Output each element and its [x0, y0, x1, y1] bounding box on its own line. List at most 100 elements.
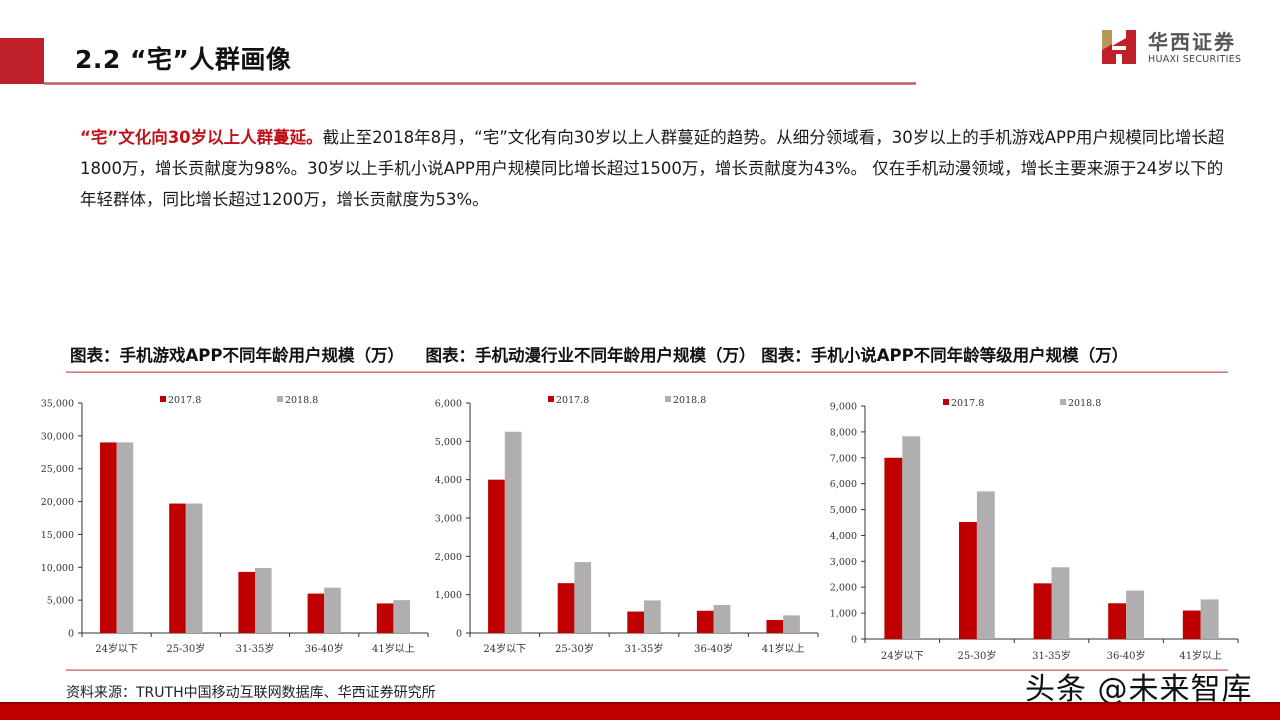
chart-title-comics: 图表：手机动漫行业不同年龄用户规模（万）	[425, 346, 756, 365]
bar-2018.8	[644, 600, 661, 633]
legend-label: 2018.8	[285, 395, 318, 406]
x-category-label: 31-35岁	[236, 642, 275, 655]
y-tick-label: 6,000	[830, 479, 857, 490]
y-tick-label: 4,000	[830, 531, 857, 542]
x-category-label: 24岁以下	[483, 642, 526, 655]
x-category-label: 41岁以上	[1179, 649, 1222, 662]
summary-paragraph: “宅”文化向30岁以上人群蔓延。截止至2018年8月，“宅”文化有向30岁以上人…	[80, 122, 1230, 215]
legend-swatch	[548, 396, 554, 402]
bar-2018.8	[393, 600, 411, 633]
y-tick-label: 10,000	[41, 563, 74, 574]
logo-name-en: HUAXI SECURITIES	[1148, 54, 1242, 65]
bar-2018.8	[185, 503, 203, 633]
bar-2017.8	[99, 442, 117, 633]
legend-label: 2017.8	[951, 398, 984, 409]
bar-2017.8	[627, 611, 644, 633]
y-tick-label: 3,000	[435, 514, 462, 525]
x-category-label: 31-35岁	[1032, 649, 1071, 662]
y-tick-label: 5,000	[435, 437, 462, 448]
bar-2017.8	[169, 503, 186, 633]
legend-label: 2017.8	[168, 395, 201, 406]
source-divider	[66, 669, 1228, 671]
y-tick-label: 1,000	[435, 590, 462, 601]
x-category-label: 41岁以上	[762, 642, 805, 655]
x-category-label: 36-40岁	[305, 642, 344, 655]
bar-2017.8	[696, 610, 714, 633]
bar-2017.8	[238, 571, 255, 633]
bar-2018.8	[116, 442, 134, 633]
footer-bar	[0, 702, 1280, 720]
legend-label: 2018.8	[673, 395, 706, 406]
legend-swatch	[665, 396, 671, 402]
title-divider	[44, 82, 916, 85]
legend-swatch	[1060, 399, 1066, 405]
y-tick-label: 1,000	[830, 609, 857, 620]
huaxi-h-logo-icon	[1102, 30, 1136, 64]
bar-2017.8	[1182, 610, 1201, 639]
bar-2018.8	[324, 587, 341, 633]
x-category-label: 25-30岁	[555, 642, 594, 655]
company-logo: 华西证券 HUAXI SECURITIES	[1100, 26, 1260, 70]
y-tick-label: 20,000	[41, 497, 74, 508]
summary-body: 截止至2018年8月，“宅”文化有向30岁以上人群蔓延的趋势。从细分领域看，30…	[80, 128, 1225, 209]
y-tick-label: 8,000	[830, 427, 857, 438]
chart-games-users: 0 5,000 10,000 15,000 20,000 25,000 30,000 35,0…	[40, 390, 430, 660]
bar-2018.8	[1126, 590, 1145, 639]
bar-2017.8	[766, 619, 784, 633]
bar-2017.8	[307, 593, 325, 633]
x-category-label: 41岁以上	[372, 642, 415, 655]
bar-2017.8	[1108, 603, 1127, 639]
bar-2017.8	[1033, 583, 1052, 639]
chart-titles-row: 图表：手机游戏APP不同年龄用户规模（万） 图表：手机动漫行业不同年龄用户规模（…	[70, 342, 1128, 366]
x-category-label: 36-40岁	[1107, 649, 1146, 662]
chart-title-divider	[66, 371, 1228, 373]
bar-2017.8	[488, 479, 505, 633]
bar-2018.8	[1200, 599, 1219, 639]
legend-swatch	[943, 399, 949, 405]
y-tick-label: 2,000	[830, 583, 857, 594]
bar-2017.8	[557, 583, 575, 633]
x-category-label: 24岁以下	[95, 642, 138, 655]
bar-2017.8	[884, 457, 903, 639]
chart-comics-users: 0 1,000 2,000 3,000 4,000 5,000 6,000 24岁以下 25-3…	[430, 390, 820, 660]
y-tick-label: 0	[456, 629, 462, 640]
bar-2018.8	[1051, 567, 1070, 639]
y-tick-label: 5,000	[830, 505, 857, 516]
bar-2018.8	[783, 615, 800, 633]
bar-2018.8	[713, 605, 731, 633]
bar-2018.8	[574, 562, 592, 633]
y-tick-label: 15,000	[41, 530, 74, 541]
chart-title-games: 图表：手机游戏APP不同年龄用户规模（万）	[70, 346, 404, 365]
bar-2018.8	[255, 567, 272, 633]
y-tick-label: 2,000	[435, 552, 462, 563]
legend-swatch	[160, 396, 166, 402]
x-category-label: 25-30岁	[166, 642, 205, 655]
x-category-label: 25-30岁	[957, 649, 996, 662]
x-category-label: 31-35岁	[625, 642, 664, 655]
y-tick-label: 30,000	[41, 431, 74, 442]
y-tick-label: 0	[851, 635, 857, 646]
x-category-label: 36-40岁	[694, 642, 733, 655]
chart-novels-users: 0 1,000 2,000 3,000 4,000 5,000 6,000 7,000 8,00…	[820, 390, 1240, 665]
logo-name-cn: 华西证券	[1148, 30, 1236, 54]
bar-2018.8	[504, 431, 522, 633]
y-tick-label: 35,000	[41, 399, 74, 410]
chart-title-novels: 图表：手机小说APP不同年龄等级用户规模（万）	[761, 346, 1129, 365]
bar-2018.8	[976, 491, 995, 639]
watermark: 头条 @未来智库	[1025, 672, 1253, 707]
summary-highlight: “宅”文化向30岁以上人群蔓延。	[80, 128, 323, 147]
y-tick-label: 5,000	[47, 596, 74, 607]
y-tick-label: 7,000	[830, 453, 857, 464]
bar-2017.8	[376, 603, 394, 633]
y-tick-label: 6,000	[435, 399, 462, 410]
y-tick-label: 0	[68, 629, 74, 640]
y-tick-label: 3,000	[830, 557, 857, 568]
legend-label: 2018.8	[1068, 398, 1101, 409]
y-tick-label: 4,000	[435, 475, 462, 486]
legend-label: 2017.8	[556, 395, 589, 406]
title-accent-block	[0, 38, 44, 84]
page-title: 2.2 “宅”人群画像	[75, 45, 292, 74]
y-tick-label: 25,000	[41, 464, 74, 475]
bar-2018.8	[902, 436, 921, 639]
legend-swatch	[277, 396, 283, 402]
